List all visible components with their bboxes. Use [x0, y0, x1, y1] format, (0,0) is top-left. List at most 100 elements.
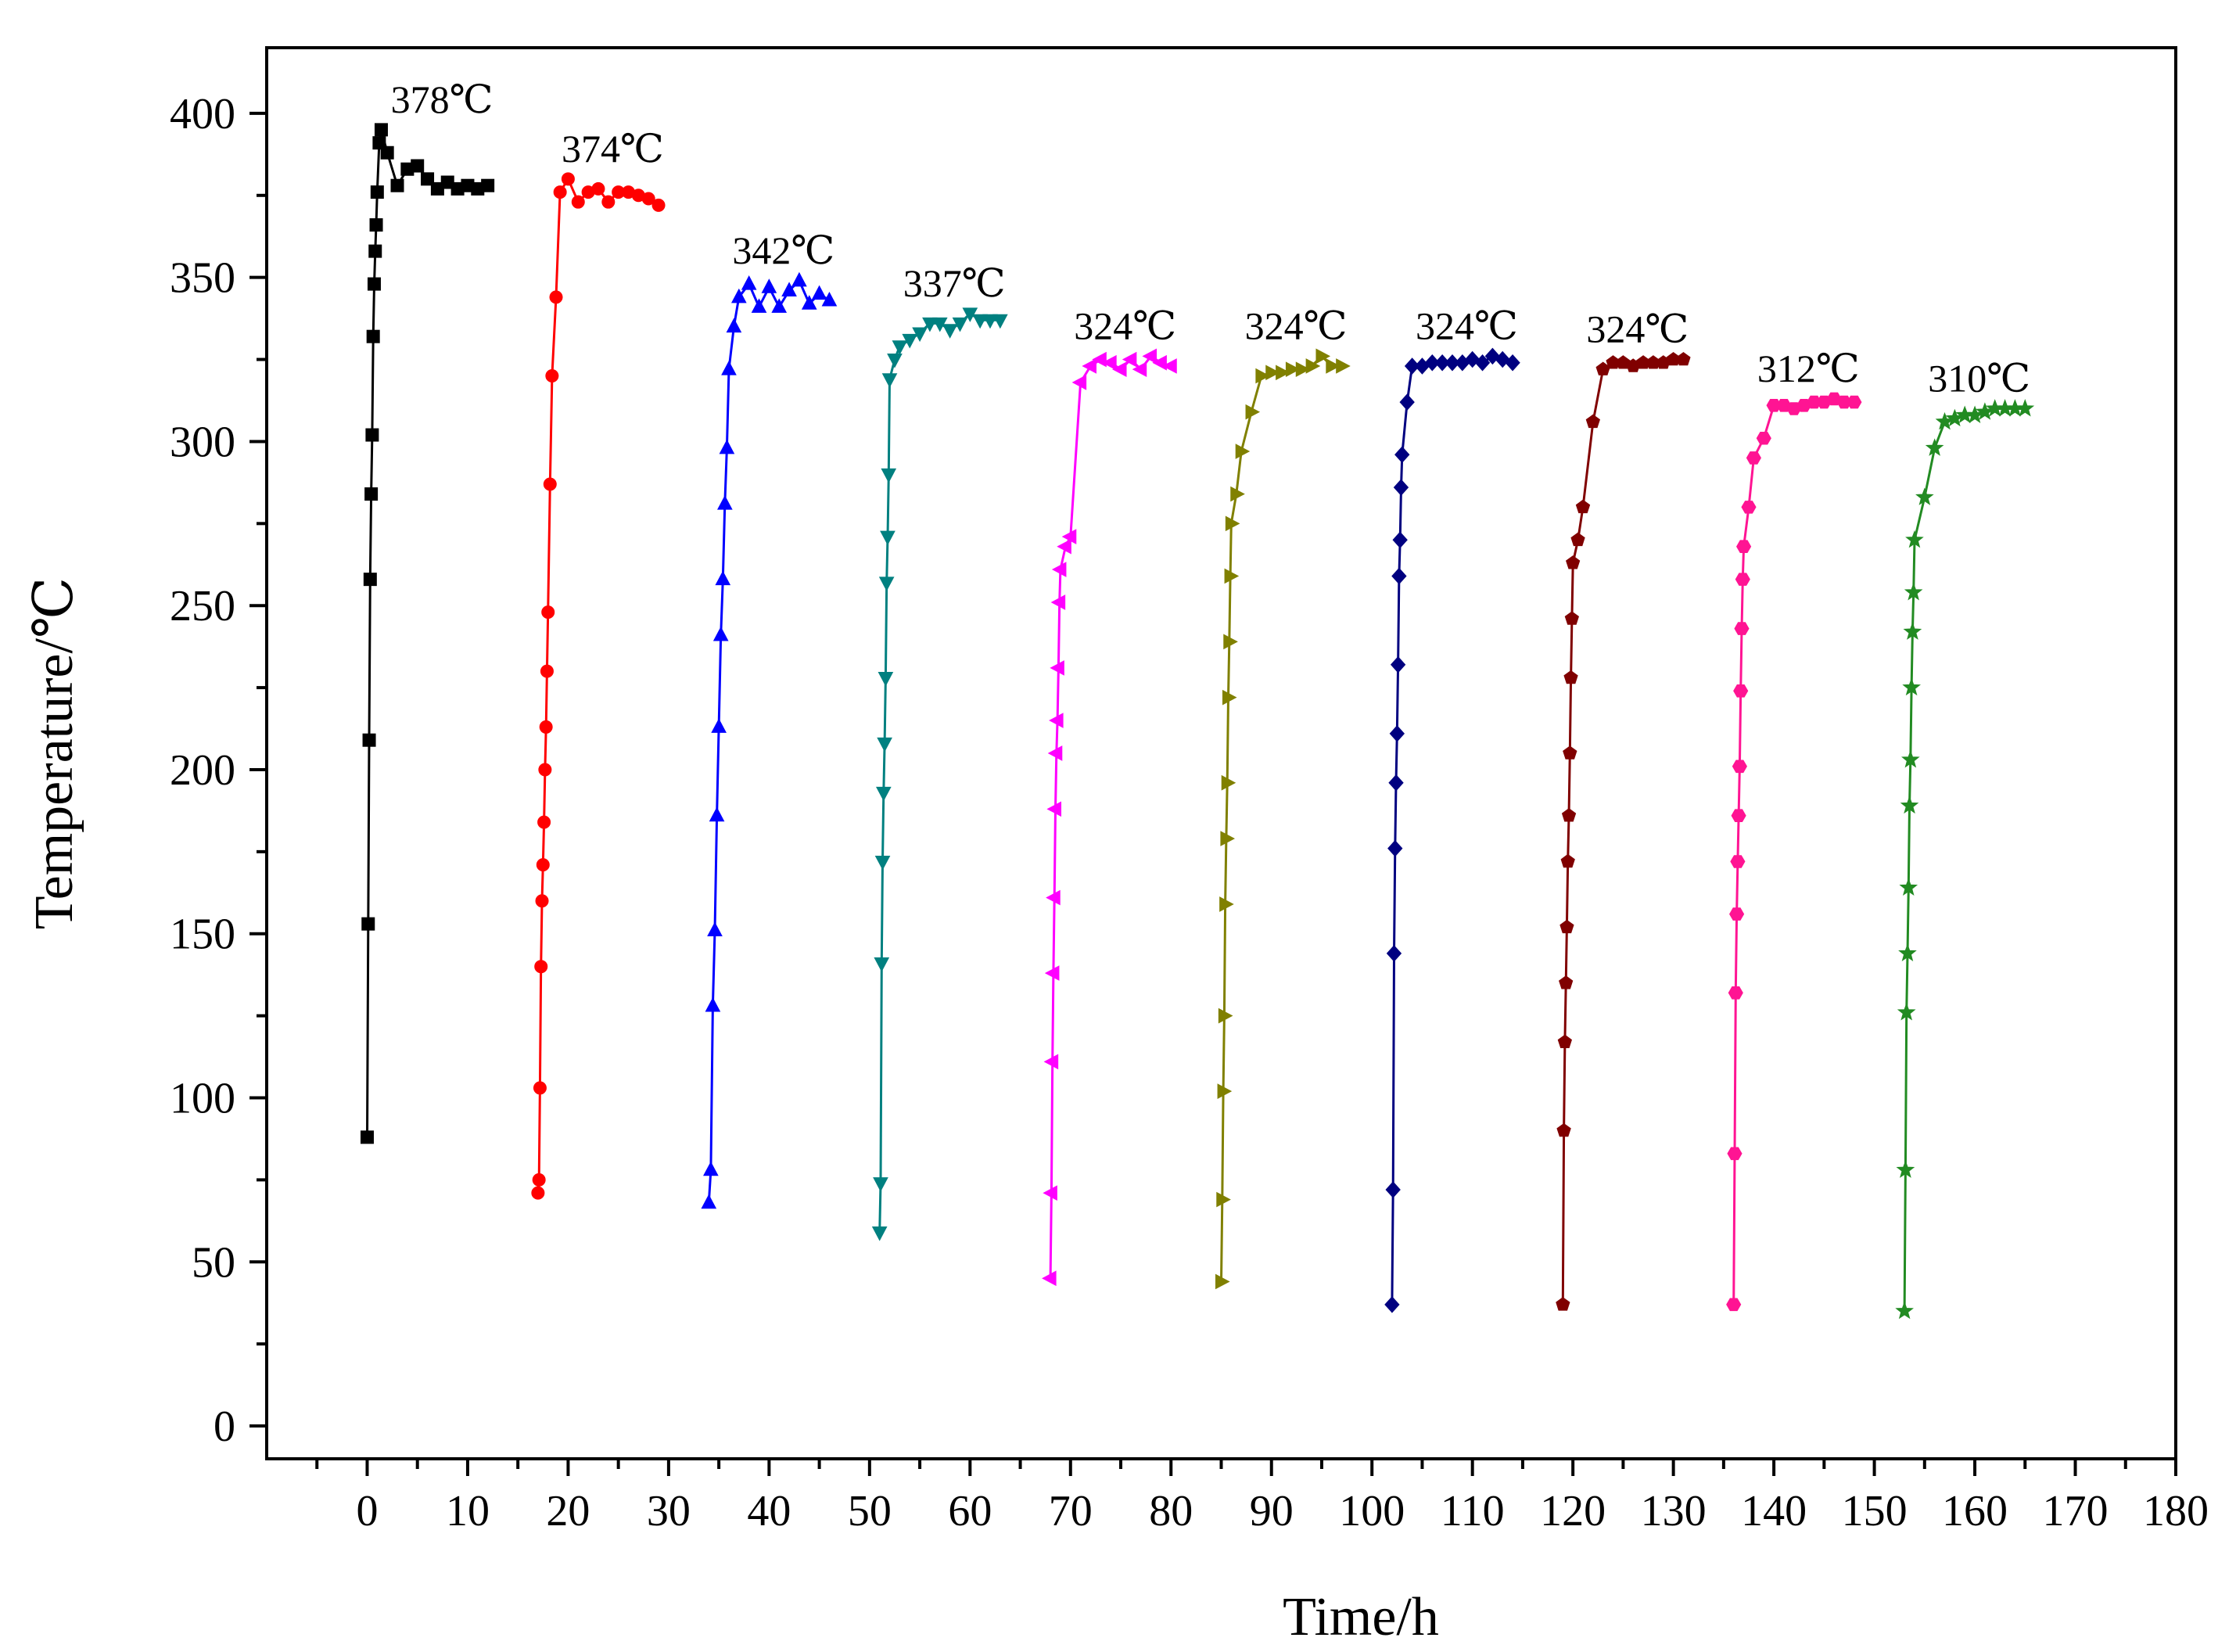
- data-point: [1766, 399, 1782, 412]
- data-point: [421, 172, 435, 186]
- data-point: [1276, 365, 1290, 381]
- data-point: [877, 737, 892, 752]
- data-point: [561, 172, 575, 186]
- data-point: [1556, 1297, 1570, 1311]
- x-tick-label: 170: [2043, 1487, 2109, 1535]
- data-point: [536, 858, 550, 872]
- data-point: [1265, 365, 1280, 381]
- series-6: [1215, 348, 1351, 1290]
- data-point: [1731, 809, 1746, 822]
- series-line: [1732, 397, 1854, 1305]
- data-point: [771, 298, 788, 313]
- series-line: [366, 129, 489, 1137]
- data-point: [871, 1226, 888, 1241]
- data-point: [874, 957, 890, 972]
- data-point: [411, 159, 425, 173]
- data-point: [533, 1081, 547, 1095]
- x-tick-label: 140: [1741, 1487, 1807, 1535]
- data-point: [1046, 889, 1061, 906]
- data-point: [726, 318, 742, 333]
- x-tick-label: 0: [356, 1487, 378, 1535]
- data-point: [1394, 446, 1410, 463]
- data-point: [1905, 530, 1924, 548]
- data-point: [1575, 499, 1591, 514]
- y-tick-label: 300: [170, 418, 235, 466]
- data-point: [537, 815, 551, 829]
- x-tick-label: 10: [446, 1487, 490, 1535]
- data-point: [1043, 1185, 1057, 1201]
- data-point: [1042, 1270, 1057, 1287]
- x-tick-label: 90: [1250, 1487, 1294, 1535]
- data-point: [717, 495, 733, 510]
- x-tick-label: 20: [546, 1487, 590, 1535]
- data-point: [1847, 395, 1862, 409]
- data-point: [365, 428, 379, 442]
- data-point: [1424, 354, 1440, 372]
- data-point: [1221, 774, 1236, 791]
- data-point: [1570, 532, 1585, 547]
- data-point: [1895, 1301, 1914, 1320]
- data-point: [1388, 774, 1404, 792]
- data-point: [1387, 839, 1403, 857]
- data-point: [761, 278, 777, 293]
- data-point: [992, 314, 1008, 329]
- data-point: [534, 960, 548, 974]
- temperature-annotation: 310℃: [1928, 356, 2030, 400]
- data-point: [707, 921, 723, 937]
- data-point: [1220, 831, 1235, 846]
- data-point: [1733, 684, 1749, 698]
- data-point: [1386, 945, 1402, 962]
- data-point: [878, 576, 895, 591]
- data-point: [1111, 361, 1127, 377]
- data-point: [1901, 749, 1920, 768]
- data-point: [553, 185, 567, 199]
- data-point: [362, 733, 376, 747]
- x-tick-label: 80: [1149, 1487, 1193, 1535]
- data-point: [1404, 357, 1420, 375]
- data-point: [1050, 594, 1066, 610]
- data-point: [1563, 670, 1578, 684]
- data-point: [1897, 1002, 1916, 1021]
- data-point: [821, 291, 838, 307]
- data-point: [1445, 354, 1460, 372]
- data-point: [1557, 1034, 1572, 1048]
- data-point: [545, 369, 559, 383]
- series-9: [1726, 392, 1862, 1312]
- data-point: [1216, 1191, 1231, 1208]
- data-point: [1564, 611, 1579, 625]
- data-point: [887, 354, 903, 368]
- temperature-annotation: 312℃: [1757, 347, 1860, 390]
- series-5: [1042, 348, 1177, 1287]
- data-point: [540, 664, 554, 678]
- data-point: [982, 314, 998, 329]
- y-tick-label: 400: [170, 90, 235, 138]
- data-point: [1756, 432, 1771, 445]
- data-point: [1215, 1273, 1230, 1290]
- data-point: [703, 1161, 719, 1176]
- data-point: [1746, 451, 1761, 465]
- x-tick-label: 120: [1540, 1487, 1606, 1535]
- data-point: [1391, 567, 1407, 585]
- data-point: [1326, 358, 1341, 374]
- data-point: [712, 626, 729, 641]
- data-point: [367, 277, 381, 291]
- data-point: [1474, 354, 1491, 372]
- x-tick-label: 30: [647, 1487, 691, 1535]
- data-point: [374, 123, 388, 137]
- temperature-annotation: 337℃: [903, 261, 1006, 305]
- data-point: [711, 718, 727, 733]
- data-point: [1736, 540, 1752, 553]
- data-point: [1676, 351, 1691, 366]
- data-point: [601, 195, 616, 209]
- data-point: [1560, 853, 1575, 868]
- series-7: [1384, 347, 1520, 1313]
- data-point: [1390, 655, 1406, 673]
- data-point: [1230, 486, 1245, 502]
- data-point: [1142, 348, 1157, 365]
- data-point: [543, 477, 557, 491]
- data-point: [1559, 919, 1574, 934]
- data-point: [1730, 855, 1746, 868]
- data-point: [1162, 358, 1177, 374]
- temperature-annotation: 342℃: [732, 228, 834, 272]
- series-line: [878, 311, 1000, 1233]
